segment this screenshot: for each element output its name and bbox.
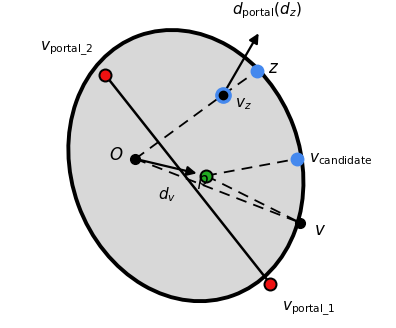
- Text: $O$: $O$: [109, 147, 124, 164]
- Ellipse shape: [69, 30, 303, 301]
- Text: $v_{\mathregular{portal\_2}}$: $v_{\mathregular{portal\_2}}$: [40, 40, 93, 58]
- Text: $p$: $p$: [197, 173, 209, 191]
- Text: $v_{\mathregular{candidate}}$: $v_{\mathregular{candidate}}$: [309, 151, 372, 167]
- Text: $z$: $z$: [268, 59, 280, 77]
- Text: $v_z$: $v_z$: [235, 96, 251, 112]
- Text: $d_v$: $d_v$: [158, 185, 176, 204]
- Text: $v$: $v$: [314, 221, 326, 238]
- Text: $d_{\mathregular{portal}}(d_z)$: $d_{\mathregular{portal}}(d_z)$: [232, 0, 302, 21]
- Text: $v_{\mathregular{portal\_1}}$: $v_{\mathregular{portal\_1}}$: [282, 300, 335, 318]
